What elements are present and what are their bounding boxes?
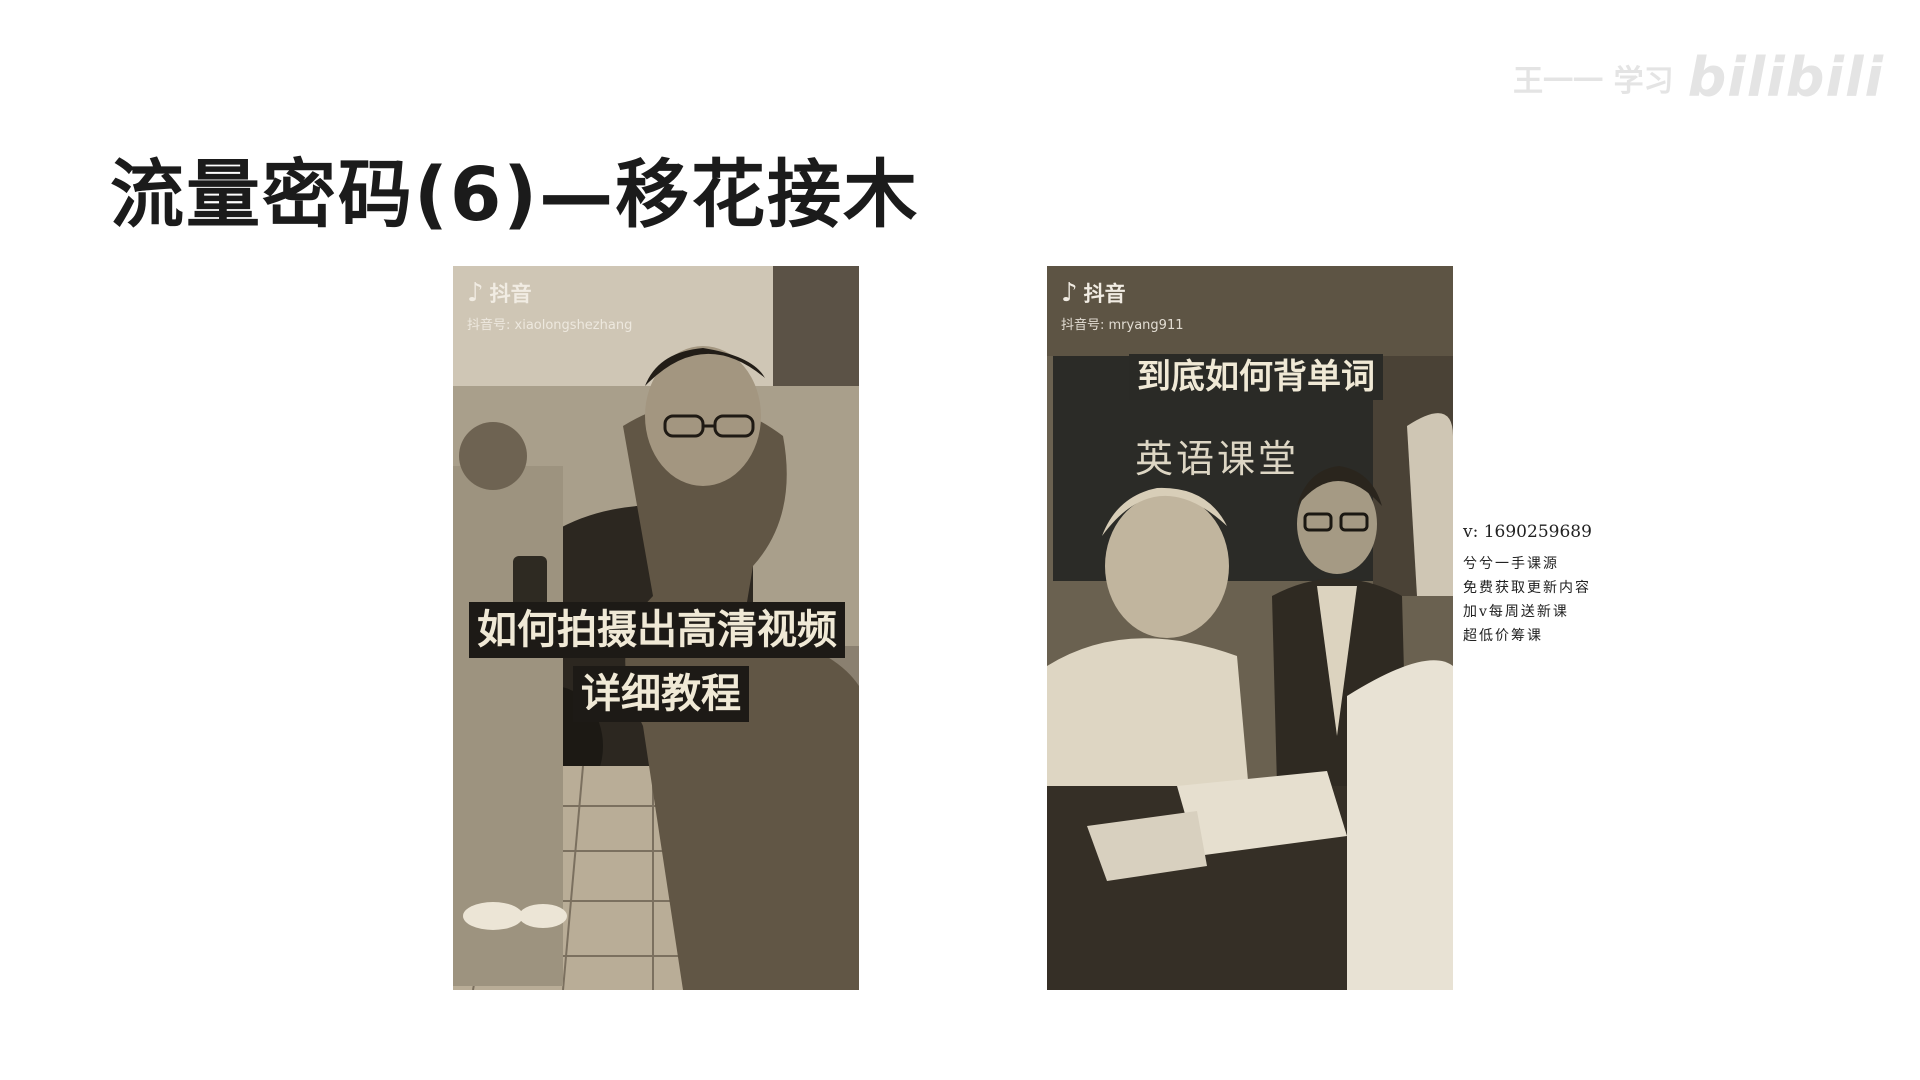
video-frame-photo (453, 266, 859, 990)
bilibili-logo: bilibili (1687, 46, 1884, 109)
promo-line: 加v每周送新课 (1463, 604, 1569, 620)
promo-line: 兮兮一手课源 (1463, 556, 1559, 572)
douyin-watermark: ♪ 抖音 抖音号: xiaolongshezhang (467, 278, 632, 333)
douyin-logo-icon: ♪ (1061, 278, 1078, 308)
video-caption-line-2: 详细教程 (573, 666, 749, 722)
promo-contact: v: 1690259689 (1463, 522, 1592, 542)
douyin-platform-label: 抖音 (489, 282, 532, 306)
video-frame-photo (1047, 266, 1453, 990)
promo-line: 免费获取更新内容 (1463, 580, 1591, 596)
video-caption-line-1: 到底如何背单词 (1129, 354, 1383, 400)
video-caption-line-1: 如何拍摄出高清视频 (469, 602, 845, 658)
bilibili-watermark: 王一一 学习 bilibili (1513, 46, 1884, 109)
chalkboard-text: 英语课堂 (1135, 437, 1300, 481)
video-card-right[interactable]: ♪ 抖音 抖音号: mryang911 到底如何背单词 英语课堂 (1047, 266, 1453, 990)
watermark-username: 王一一 学习 (1513, 63, 1674, 99)
douyin-account-id: 抖音号: mryang911 (1061, 318, 1184, 333)
promo-overlay: v: 1690259689 兮兮一手课源 免费获取更新内容 加v每周送新课 超低… (1463, 522, 1592, 648)
douyin-account-id: 抖音号: xiaolongshezhang (467, 318, 633, 333)
douyin-logo-icon: ♪ (467, 278, 484, 308)
douyin-platform-label: 抖音 (1083, 282, 1126, 306)
video-card-left[interactable]: ♪ 抖音 抖音号: xiaolongshezhang 如何拍摄出高清视频 详细教… (453, 266, 859, 990)
promo-line: 超低价筹课 (1463, 628, 1543, 644)
slide-title: 流量密码(6)—移花接木 (110, 151, 920, 238)
douyin-watermark: ♪ 抖音 抖音号: mryang911 (1061, 278, 1184, 333)
